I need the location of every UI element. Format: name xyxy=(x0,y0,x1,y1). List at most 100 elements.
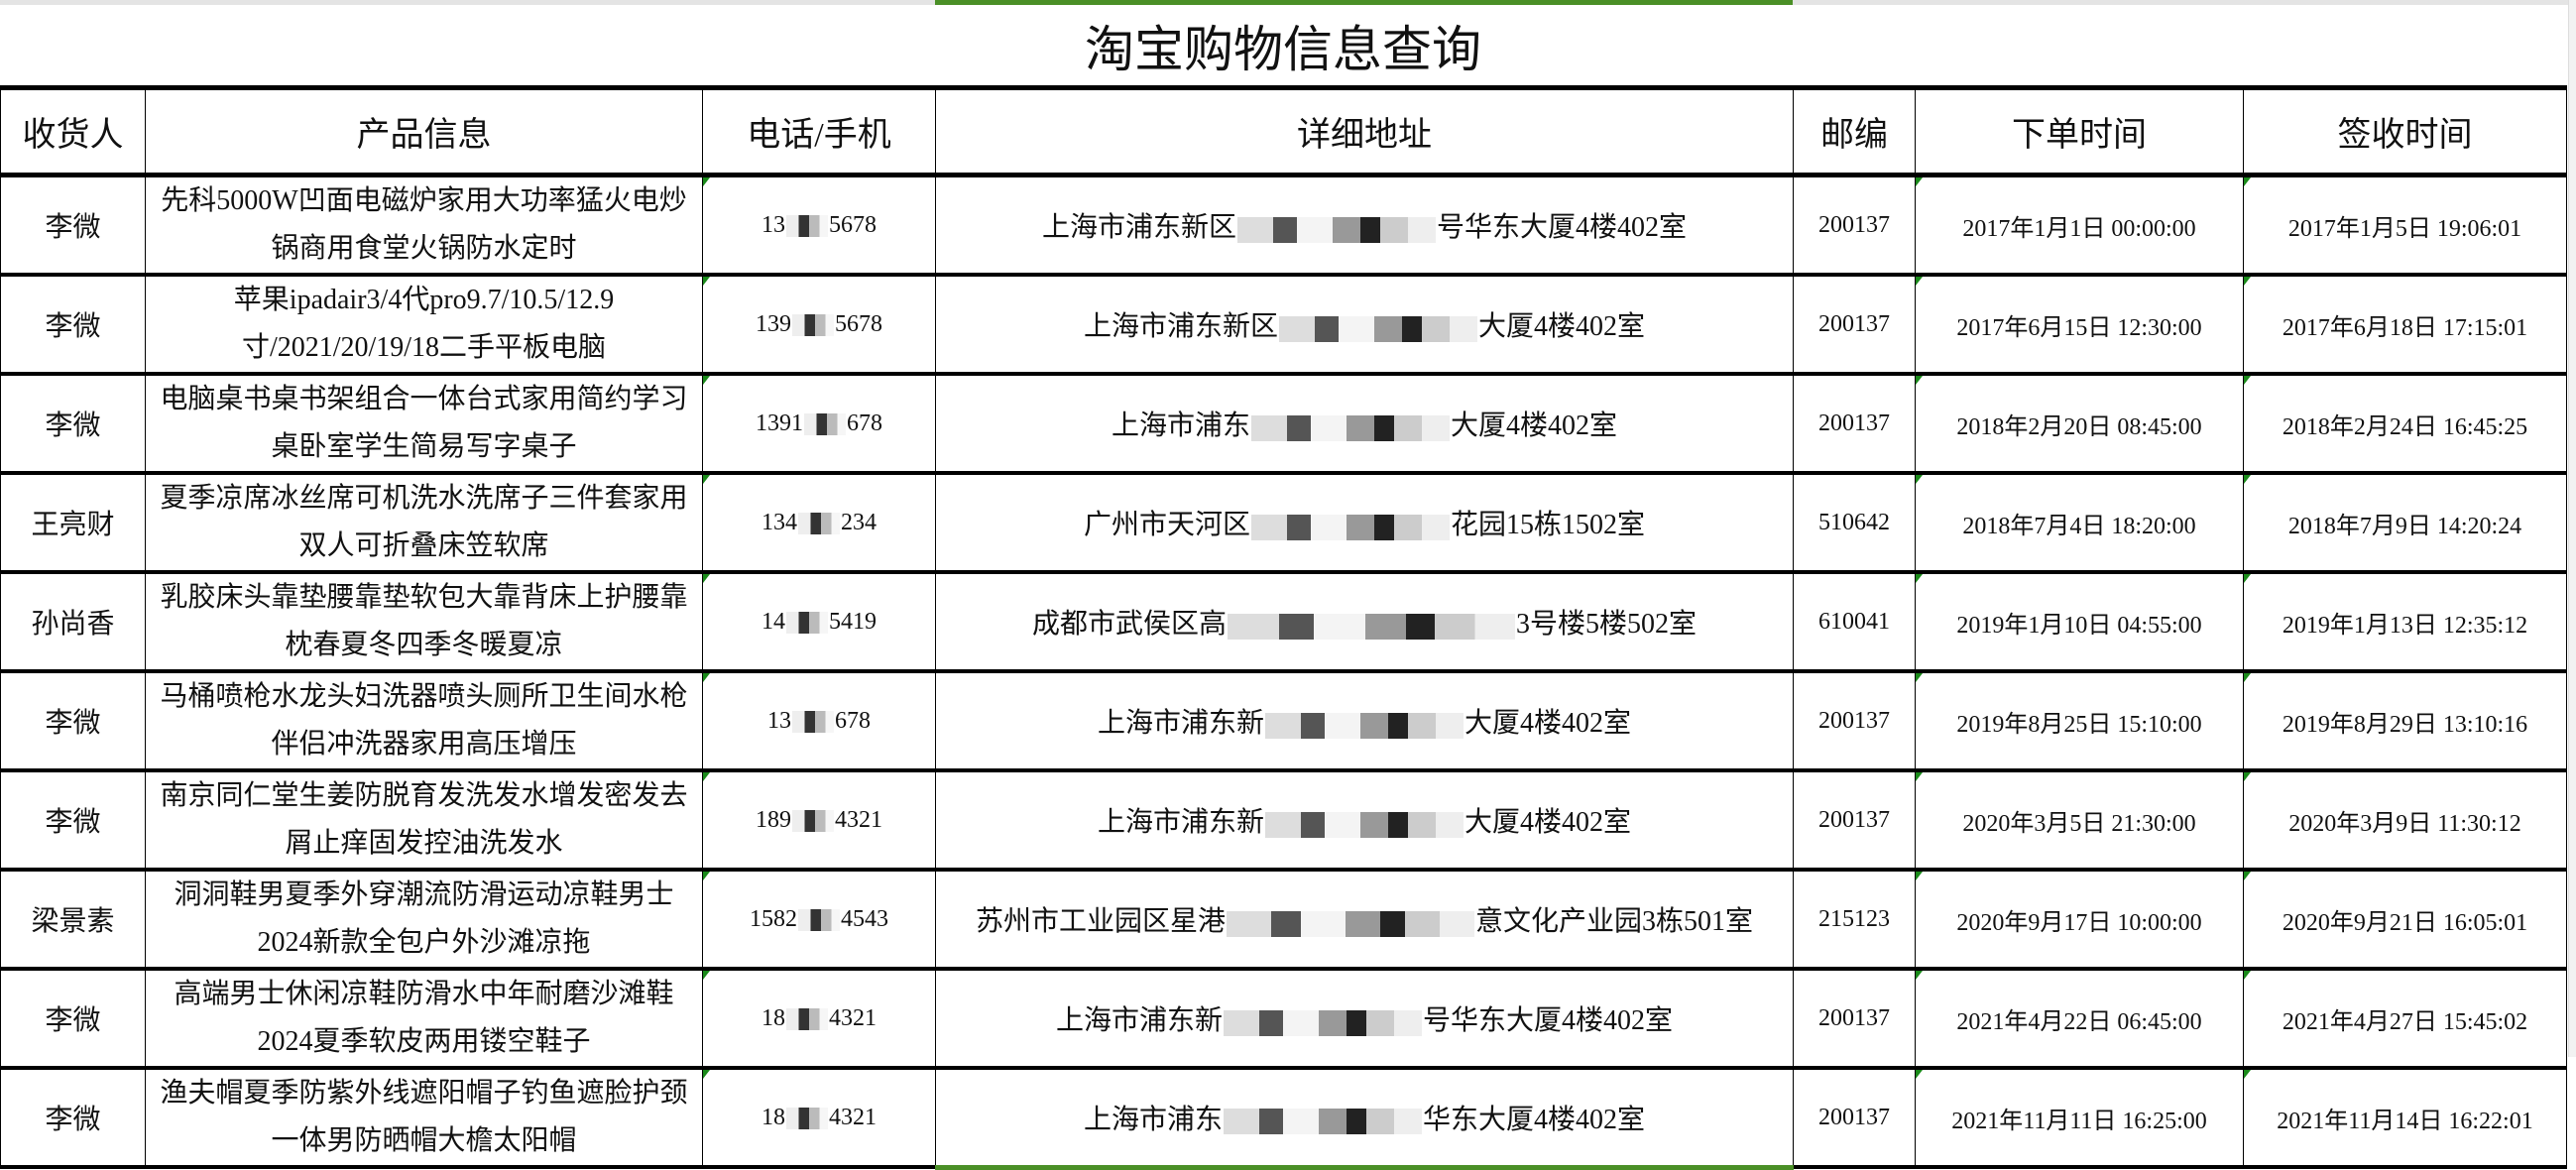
zip-cell[interactable]: 200137 xyxy=(1793,769,1916,872)
address-cell[interactable]: 上海市浦东新区 号华东大厦4楼402室 xyxy=(935,175,1794,277)
phone-cell[interactable]: 13 678 xyxy=(702,670,936,772)
sign-time-cell[interactable]: 2021年11月14日 16:22:01 xyxy=(2243,1067,2567,1169)
phone-cell[interactable]: 139 5678 xyxy=(702,274,936,376)
sign-time-cell[interactable]: 2018年7月9日 14:20:24 xyxy=(2243,472,2567,574)
product-cell[interactable]: 渔夫帽夏季防紫外线遮阳帽子钓鱼遮脸护颈一体男防晒帽大檐太阳帽 xyxy=(145,1067,703,1169)
zip-cell[interactable]: 510642 xyxy=(1793,472,1916,574)
address-cell[interactable]: 上海市浦东 大厦4楼402室 xyxy=(935,373,1794,475)
zip-cell[interactable]: 200137 xyxy=(1793,670,1916,772)
sign-time-cell[interactable]: 2018年2月24日 16:45:25 xyxy=(2243,373,2567,475)
address-cell[interactable]: 广州市天河区 花园15栋1502室 xyxy=(935,472,1794,574)
selected-column-indicator[interactable] xyxy=(935,0,1793,5)
header-order-time[interactable]: 下单时间 xyxy=(1915,85,2244,177)
header-zip[interactable]: 邮编 xyxy=(1793,85,1916,177)
product-cell[interactable]: 马桶喷枪水龙头妇洗器喷头厕所卫生间水枪伴侣冲洗器家用高压增压 xyxy=(145,670,703,772)
privacy-mask xyxy=(786,1107,828,1129)
recipient-cell[interactable]: 李微 xyxy=(0,175,146,277)
table-row: 梁景素 洞洞鞋男夏季外穿潮流防滑运动凉鞋男士2024新款全包户外沙滩凉拖 1582 4… xyxy=(0,869,2567,971)
order-time-cell[interactable]: 2020年9月17日 10:00:00 xyxy=(1915,869,2244,971)
sign-time-cell[interactable]: 2017年6月18日 17:15:01 xyxy=(2243,274,2567,376)
zip-cell[interactable]: 200137 xyxy=(1793,373,1916,475)
zip-cell[interactable]: 200137 xyxy=(1793,1067,1916,1169)
address-prefix: 上海市浦东新区 xyxy=(1041,212,1236,243)
privacy-mask xyxy=(1265,712,1464,739)
sign-time-cell[interactable]: 2017年1月5日 19:06:01 xyxy=(2243,175,2567,277)
address-suffix: 大厦4楼402室 xyxy=(1478,311,1646,342)
header-phone[interactable]: 电话/手机 xyxy=(702,85,936,177)
address-cell[interactable]: 苏州市工业园区星港 意文化产业园3栋501室 xyxy=(935,869,1794,971)
header-recipient[interactable]: 收货人 xyxy=(0,85,146,177)
zip-cell[interactable]: 610041 xyxy=(1793,571,1916,673)
header-product[interactable]: 产品信息 xyxy=(145,85,703,177)
product-cell[interactable]: 先科5000W凹面电磁炉家用大功率猛火电炒锅商用食堂火锅防水定时 xyxy=(145,175,703,277)
table-row: 李微 马桶喷枪水龙头妇洗器喷头厕所卫生间水枪伴侣冲洗器家用高压增压 13 678 上海市… xyxy=(0,670,2567,772)
phone-cell[interactable]: 13 5678 xyxy=(702,175,936,277)
product-cell[interactable]: 电脑桌书桌书架组合一体台式家用简约学习桌卧室学生简易写字桌子 xyxy=(145,373,703,475)
zip-cell[interactable]: 215123 xyxy=(1793,869,1916,971)
phone-prefix: 13 xyxy=(767,707,791,734)
product-cell[interactable]: 夏季凉席冰丝席可机洗水洗席子三件套家用双人可折叠床笠软席 xyxy=(145,472,703,574)
sign-time-cell[interactable]: 2020年3月9日 11:30:12 xyxy=(2243,769,2567,872)
recipient-cell[interactable]: 李微 xyxy=(0,670,146,772)
header-sign-time[interactable]: 签收时间 xyxy=(2243,85,2567,177)
order-time-cell[interactable]: 2017年6月15日 12:30:00 xyxy=(1915,274,2244,376)
header-address[interactable]: 详细地址 xyxy=(935,85,1794,177)
recipient-cell[interactable]: 孙尚香 xyxy=(0,571,146,673)
order-time-cell[interactable]: 2020年3月5日 21:30:00 xyxy=(1915,769,2244,872)
phone-cell[interactable]: 189 4321 xyxy=(702,769,936,872)
address-suffix: 华东大厦4楼402室 xyxy=(1423,1104,1646,1135)
product-cell[interactable]: 高端男士休闲凉鞋防滑水中年耐磨沙滩鞋2024夏季软皮两用镂空鞋子 xyxy=(145,968,703,1070)
address-cell[interactable]: 上海市浦东 华东大厦4楼402室 xyxy=(935,1067,1794,1170)
phone-cell[interactable]: 1391 678 xyxy=(702,373,936,475)
zip-cell[interactable]: 200137 xyxy=(1793,968,1916,1070)
address-prefix: 上海市浦东新 xyxy=(1055,1005,1223,1036)
phone-prefix: 1582 xyxy=(750,905,797,932)
recipient-cell[interactable]: 李微 xyxy=(0,1067,146,1169)
phone-cell[interactable]: 1582 4543 xyxy=(702,869,936,971)
privacy-mask xyxy=(798,512,840,534)
sign-time-cell[interactable]: 2019年1月13日 12:35:12 xyxy=(2243,571,2567,673)
zip-cell[interactable]: 200137 xyxy=(1793,175,1916,277)
header-row: 收货人 产品信息 电话/手机 详细地址 邮编 下单时间 签收时间 xyxy=(0,85,2567,177)
address-cell[interactable]: 成都市武侯区高 3号楼5楼502室 xyxy=(935,571,1794,673)
recipient-cell[interactable]: 李微 xyxy=(0,274,146,376)
order-time-cell[interactable]: 2021年11月11日 16:25:00 xyxy=(1915,1067,2244,1169)
phone-suffix: 4321 xyxy=(835,806,882,833)
privacy-mask xyxy=(792,313,834,336)
phone-suffix: 4543 xyxy=(841,905,888,932)
recipient-cell[interactable]: 王亮财 xyxy=(0,472,146,574)
zip-cell[interactable]: 200137 xyxy=(1793,274,1916,376)
sign-time-cell[interactable]: 2020年9月21日 16:05:01 xyxy=(2243,869,2567,971)
phone-cell[interactable]: 18 4321 xyxy=(702,968,936,1070)
product-cell[interactable]: 乳胶床头靠垫腰靠垫软包大靠背床上护腰靠枕春夏冬四季冬暖夏凉 xyxy=(145,571,703,673)
order-time-cell[interactable]: 2019年1月10日 04:55:00 xyxy=(1915,571,2244,673)
address-cell[interactable]: 上海市浦东新 大厦4楼402室 xyxy=(935,769,1794,872)
sheet-gutter xyxy=(2568,0,2576,1057)
phone-cell[interactable]: 134 234 xyxy=(702,472,936,574)
sign-time-cell[interactable]: 2019年8月29日 13:10:16 xyxy=(2243,670,2567,772)
product-cell[interactable]: 洞洞鞋男夏季外穿潮流防滑运动凉鞋男士2024新款全包户外沙滩凉拖 xyxy=(145,869,703,971)
order-time-cell[interactable]: 2018年2月20日 08:45:00 xyxy=(1915,373,2244,475)
table-row: 李微 渔夫帽夏季防紫外线遮阳帽子钓鱼遮脸护颈一体男防晒帽大檐太阳帽 18 4321 上海… xyxy=(0,1067,2567,1170)
product-cell[interactable]: 南京同仁堂生姜防脱育发洗发水增发密发去屑止痒固发控油洗发水 xyxy=(145,769,703,872)
phone-cell[interactable]: 14 5419 xyxy=(702,571,936,673)
phone-suffix: 5419 xyxy=(829,608,877,635)
product-cell[interactable]: 苹果ipadair3/4代pro9.7/10.5/12.9寸/2021/20/1… xyxy=(145,274,703,376)
address-cell[interactable]: 上海市浦东新 号华东大厦4楼402室 xyxy=(935,968,1794,1070)
sign-time-cell[interactable]: 2021年4月27日 15:45:02 xyxy=(2243,968,2567,1070)
order-time-cell[interactable]: 2018年7月4日 18:20:00 xyxy=(1915,472,2244,574)
address-prefix: 上海市浦东 xyxy=(1083,1104,1223,1135)
phone-prefix: 18 xyxy=(761,1004,785,1031)
phone-prefix: 189 xyxy=(756,806,791,833)
recipient-cell[interactable]: 李微 xyxy=(0,373,146,475)
recipient-cell[interactable]: 梁景素 xyxy=(0,869,146,971)
address-suffix: 大厦4楼402室 xyxy=(1464,708,1632,739)
order-time-cell[interactable]: 2019年8月25日 15:10:00 xyxy=(1915,670,2244,772)
order-time-cell[interactable]: 2021年4月22日 06:45:00 xyxy=(1915,968,2244,1070)
order-time-cell[interactable]: 2017年1月1日 00:00:00 xyxy=(1915,175,2244,277)
recipient-cell[interactable]: 李微 xyxy=(0,968,146,1070)
address-cell[interactable]: 上海市浦东新区 大厦4楼402室 xyxy=(935,274,1794,376)
phone-cell[interactable]: 18 4321 xyxy=(702,1067,936,1169)
address-cell[interactable]: 上海市浦东新 大厦4楼402室 xyxy=(935,670,1794,772)
recipient-cell[interactable]: 李微 xyxy=(0,769,146,872)
